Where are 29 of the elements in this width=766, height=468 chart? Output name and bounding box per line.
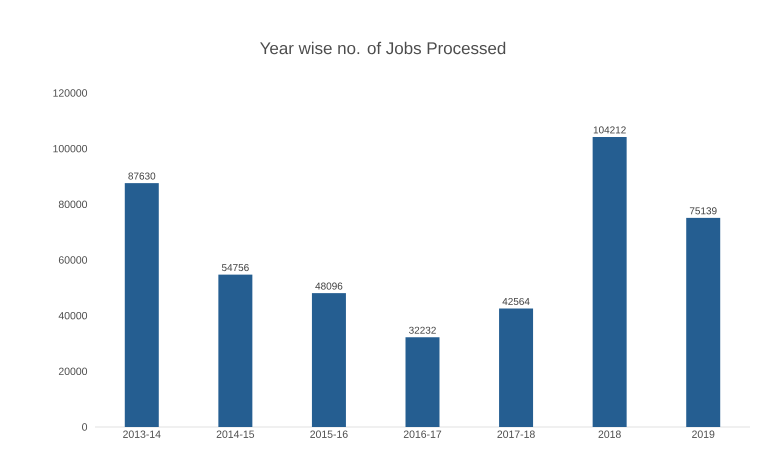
x-tick-label: 2019 xyxy=(692,430,714,438)
bar xyxy=(312,293,346,427)
bar xyxy=(592,136,627,427)
bar xyxy=(686,218,720,427)
x-tick-label: 2016-17 xyxy=(404,430,442,438)
y-tick-label: 100000 xyxy=(53,144,88,152)
data-label: 75139 xyxy=(690,207,717,214)
y-tick-label: 40000 xyxy=(58,312,88,320)
bar xyxy=(406,337,440,427)
y-tick-label: 20000 xyxy=(58,368,88,376)
data-label: 104212 xyxy=(594,126,626,134)
y-tick-label: 80000 xyxy=(58,200,88,208)
x-tick-label: 2018 xyxy=(598,430,621,438)
y-tick-label: 0 xyxy=(82,423,88,431)
y-tick-label: 60000 xyxy=(58,256,88,264)
bar xyxy=(218,274,252,427)
data-label: 48096 xyxy=(315,282,342,290)
data-label: 87630 xyxy=(128,172,156,180)
x-tick-label: 2013-14 xyxy=(123,430,161,438)
data-label: 42564 xyxy=(502,298,530,306)
x-tick-label: 2017-18 xyxy=(497,430,535,438)
bar xyxy=(124,183,159,427)
x-tick-label: 2015-16 xyxy=(310,430,348,438)
data-label: 32232 xyxy=(409,326,436,334)
bar xyxy=(499,308,534,427)
y-tick-label: 120000 xyxy=(53,89,88,97)
chart-title: Year wise no. of Jobs Processed xyxy=(260,42,506,54)
x-tick-label: 2014-15 xyxy=(216,430,254,438)
data-label: 54756 xyxy=(222,264,249,272)
